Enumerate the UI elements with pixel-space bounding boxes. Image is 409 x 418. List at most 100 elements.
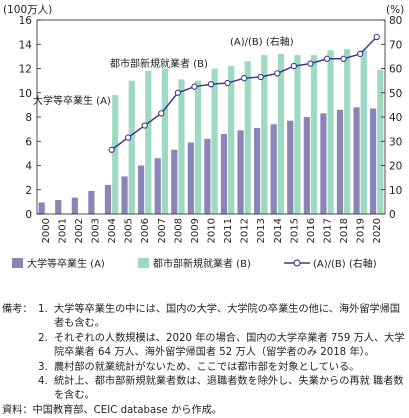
legend-swatch-graduates <box>12 258 23 268</box>
note-item: 3. 農村部の就業統計がないため、ここでは都市部を対象としている。 <box>2 361 406 375</box>
note-number: 3. <box>38 361 48 373</box>
bar-graduates <box>138 165 145 214</box>
right-tick-label: 80 <box>389 15 402 27</box>
x-tick-label: 2008 <box>173 218 184 243</box>
annotation-urban-employment: 都市部新規就業者 (B) <box>110 57 208 70</box>
bar-urban-employment <box>327 50 334 215</box>
x-tick-label: 2018 <box>339 218 350 243</box>
note-item: 4. 統計上、都市部新規就業者数は、退職者数を除外し、失業からの再就 職者数を含… <box>2 375 406 404</box>
left-axis-unit: (100万人) <box>3 4 52 16</box>
bar-graduates <box>287 120 294 214</box>
right-tick-label: 40 <box>389 112 402 124</box>
note-item: 2. それぞれの人数規模は、2020 年の場合、国内の大学卒業者 759 万人、… <box>2 332 406 361</box>
x-tick-label: 2002 <box>74 218 85 243</box>
ratio-point <box>124 134 132 141</box>
left-tick-label: 0 <box>25 209 32 221</box>
series-ratio-line <box>108 33 380 153</box>
right-tick-label: 10 <box>389 185 402 197</box>
x-tick-label: 2013 <box>256 218 267 243</box>
left-tick-label: 12 <box>19 64 32 76</box>
left-tick-label: 8 <box>25 112 32 124</box>
left-tick-label: 14 <box>19 39 33 51</box>
bar-urban-employment <box>228 66 235 214</box>
right-tick-label: 60 <box>389 64 402 76</box>
x-tick-label: 2011 <box>223 218 234 243</box>
bar-graduates <box>254 127 261 214</box>
right-tick-label: 20 <box>389 161 402 173</box>
axes: 0 2 4 6 8 10 12 14 16 0 10 20 30 40 50 60 70 80 2000 2001 20… <box>3 4 404 243</box>
right-tick-label: 0 <box>389 209 396 221</box>
ratio-point <box>174 89 182 96</box>
bar-urban-employment <box>360 50 367 215</box>
note-text: 農村部の就業統計がないため、ここでは都市部を対象としている。 <box>54 361 360 373</box>
bar-graduates <box>38 202 45 214</box>
ratio-point <box>191 83 198 90</box>
note-text: 統計上、都市部新規就業者数は、退職者数を除外し、失業からの再就 職者数を含む。 <box>54 376 404 402</box>
ratio-point <box>340 55 347 62</box>
legend-swatch-urban-employment <box>138 258 149 268</box>
ratio-point <box>141 122 148 129</box>
legend-marker-ratio <box>293 259 301 267</box>
ratio-point <box>240 75 248 82</box>
ratio-point <box>158 110 165 117</box>
x-tick-label: 2003 <box>91 218 102 243</box>
bar-graduates <box>88 190 95 214</box>
series-urban-employment-bars <box>112 49 384 215</box>
chart: 0 2 4 6 8 10 12 14 16 0 10 20 30 40 50 60 70 80 2000 2001 20… <box>3 4 404 270</box>
bar-graduates <box>104 184 112 214</box>
ratio-point <box>323 55 331 62</box>
bar-graduates <box>204 138 211 214</box>
x-tick-label: 2006 <box>140 218 151 243</box>
bar-urban-employment <box>112 95 119 214</box>
bar-graduates <box>220 133 228 214</box>
annotation-ratio: (A)/(B) (右軸) <box>230 35 294 48</box>
ratio-point <box>257 73 264 81</box>
bar-graduates <box>121 176 128 214</box>
x-tick-label: 2000 <box>41 218 52 243</box>
ratio-point <box>290 62 298 70</box>
annotations: (A)/(B) (右軸) 都市部新規就業者 (B) 大学等卒業生 (A) <box>33 35 294 107</box>
bar-graduates <box>336 109 344 214</box>
bar-graduates <box>55 200 62 214</box>
ratio-point <box>224 79 231 87</box>
ratio-point <box>207 81 215 88</box>
legend-label-urban-employment: 都市部新規就業者 (B) <box>153 257 251 270</box>
bar-urban-employment <box>211 68 218 214</box>
bar-urban-employment <box>161 68 168 214</box>
left-tick-label: 10 <box>19 88 32 100</box>
ratio-point <box>274 70 281 77</box>
bar-urban-employment <box>294 55 301 214</box>
right-axis-unit: (%) <box>386 4 404 16</box>
bar-graduates <box>353 107 360 214</box>
x-tick-label: 2004 <box>107 218 118 243</box>
right-tick-label: 30 <box>389 136 402 148</box>
bar-urban-employment <box>145 70 152 214</box>
x-tick-label: 2005 <box>124 218 135 243</box>
legend-label-graduates: 大学等卒業生 (A) <box>27 257 105 270</box>
x-tick-label: 2009 <box>190 218 201 243</box>
left-tick-label: 16 <box>19 15 33 27</box>
bar-urban-employment <box>344 49 351 214</box>
right-tick-label: 50 <box>389 88 402 100</box>
x-tick-label: 2015 <box>289 218 300 243</box>
bar-graduates <box>237 130 244 214</box>
left-tick-label: 6 <box>25 136 32 148</box>
bar-urban-employment <box>244 61 251 214</box>
bar-graduates <box>154 158 161 214</box>
notes-section: 備考： 1. 大学等卒業生の中には、国内の大学、大学院の卒業生の他に、海外留学帰… <box>2 303 406 418</box>
x-tick-label: 2019 <box>356 218 367 243</box>
x-tick-label: 2014 <box>273 218 284 243</box>
note-number: 2. <box>38 332 48 344</box>
source-text: 資料：中国教育部、CEIC database から作成。 <box>2 404 222 416</box>
bar-graduates <box>320 113 327 214</box>
left-tick-label: 4 <box>25 161 32 173</box>
note-item: 備考： 1. 大学等卒業生の中には、国内の大学、大学院の卒業生の他に、海外留学帰… <box>2 303 406 332</box>
bar-graduates <box>303 117 310 214</box>
ratio-point <box>373 33 380 41</box>
bar-urban-employment <box>194 80 202 215</box>
bar-graduates <box>71 197 78 214</box>
x-tick-label: 2020 <box>372 218 383 243</box>
x-tick-label: 2016 <box>306 218 317 243</box>
legend-label-ratio: (A)/(B) (右軸) <box>313 257 377 270</box>
note-text: それぞれの人数規模は、2020 年の場合、国内の大学卒業者 759 万人、大学院… <box>54 332 405 359</box>
